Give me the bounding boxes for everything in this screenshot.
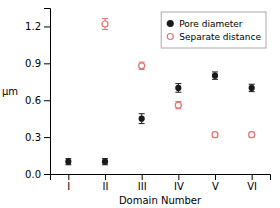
x-tick: IV	[174, 174, 184, 192]
y-tick-mark	[44, 26, 50, 27]
x-tick: VI	[247, 174, 257, 192]
y-tick-label: 0.0	[25, 169, 41, 180]
y-tick-mark	[44, 174, 50, 175]
x-axis-title: Domain Number	[119, 195, 202, 206]
legend-label: Separate distance	[179, 32, 261, 42]
y-tick: 0.6	[25, 95, 50, 106]
y-tick-mark	[44, 100, 50, 101]
plot-area: IIIIIIIVVVI0.00.30.60.91.2Domain Numberμ…	[2, 9, 271, 207]
x-tick: II	[103, 174, 109, 192]
x-tick-label: I	[67, 181, 70, 192]
error-cap	[175, 92, 181, 93]
series	[65, 72, 254, 165]
error-cap	[139, 123, 145, 124]
legend-box	[161, 12, 266, 48]
y-tick-label: 1.2	[25, 21, 41, 32]
legend-marker	[167, 21, 173, 27]
error-cap	[102, 18, 108, 19]
point	[176, 85, 181, 90]
y-axis-title: μm	[2, 86, 18, 97]
y-axis: 0.0 0.3 0.6 0.9 1.2	[25, 9, 50, 180]
point	[249, 85, 254, 90]
legend-marker	[167, 34, 173, 40]
y-tick-label: 0.9	[25, 58, 41, 69]
x-tick-mark	[105, 174, 106, 180]
point	[103, 159, 108, 164]
x-tick: I	[67, 174, 70, 192]
error-cap	[139, 113, 145, 114]
point	[139, 116, 144, 121]
y-tick-mark	[44, 63, 50, 64]
y-tick: 0.3	[25, 132, 50, 143]
error-cap	[212, 79, 218, 80]
error-cap	[212, 71, 218, 72]
point	[139, 63, 145, 69]
legend: Pore diameter Separate distance	[161, 12, 266, 48]
error-cap	[249, 84, 255, 85]
x-tick-label: V	[212, 181, 219, 192]
x-tick-mark	[142, 174, 143, 180]
error-cap	[175, 83, 181, 84]
x-tick-label: IV	[174, 181, 184, 192]
point	[249, 132, 255, 138]
x-tick: V	[212, 174, 219, 192]
x-tick-mark	[252, 174, 253, 180]
y-tick: 1.2	[25, 21, 50, 32]
x-tick-mark	[68, 174, 69, 180]
y-tick-label: 0.3	[25, 132, 41, 143]
x-tick-mark	[215, 174, 216, 180]
y-tick-mark	[44, 137, 50, 138]
point	[175, 102, 181, 108]
x-axis: IIIIIIIVVVI	[51, 174, 271, 192]
legend-label: Pore diameter	[179, 19, 243, 29]
chart: IIIIIIIVVVI0.00.30.60.91.2Domain Numberμ…	[0, 0, 280, 208]
x-tick-label: III	[138, 181, 147, 192]
y-axis-line	[44, 9, 51, 175]
x-tick: III	[138, 174, 147, 192]
y-tick: 0.9	[25, 58, 50, 69]
point	[212, 132, 218, 138]
error-cap	[249, 91, 255, 92]
x-tick-label: VI	[247, 181, 257, 192]
x-tick-label: II	[103, 181, 109, 192]
x-tick-mark	[178, 174, 179, 180]
point	[102, 21, 108, 27]
point	[213, 73, 218, 78]
point	[66, 159, 71, 164]
error-cap	[102, 29, 108, 30]
y-tick-label: 0.6	[25, 95, 41, 106]
x-axis-line	[51, 175, 271, 181]
y-tick: 0.0	[25, 169, 50, 180]
